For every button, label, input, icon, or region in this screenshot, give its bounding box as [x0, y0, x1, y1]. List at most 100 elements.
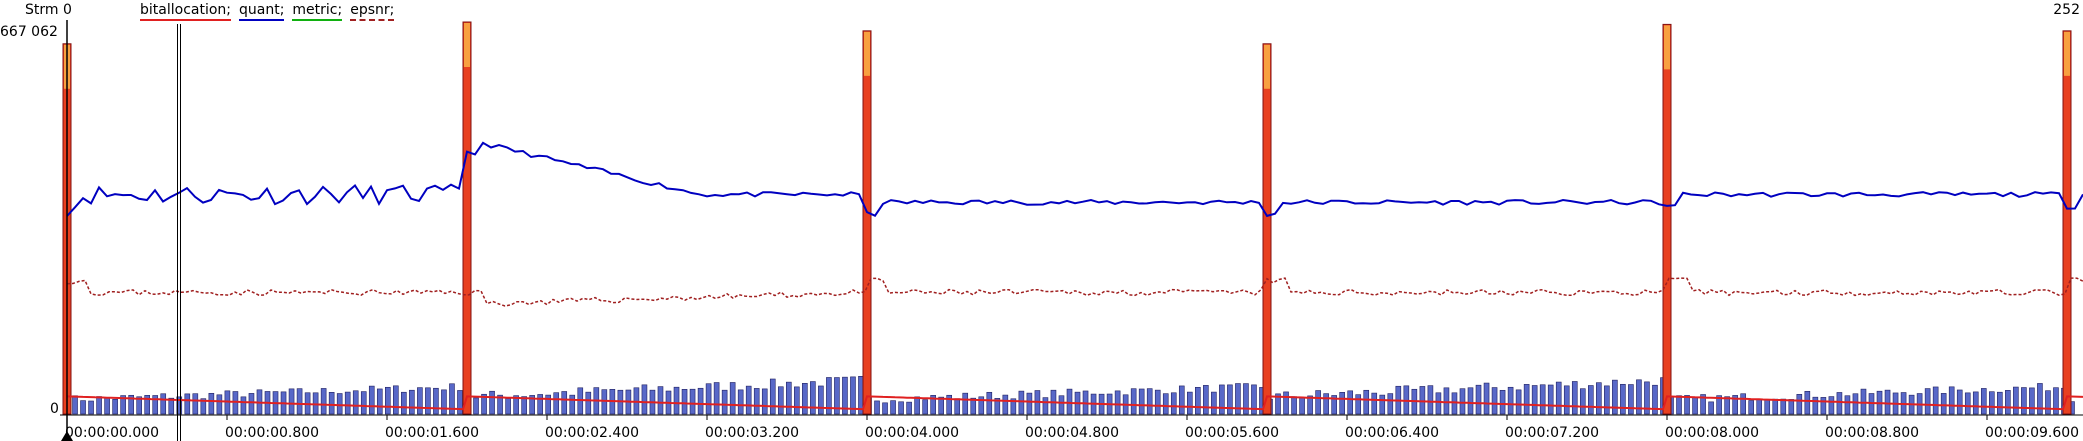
frame-bar [689, 388, 696, 415]
frame-bar [144, 395, 150, 415]
frame-bar [978, 396, 985, 415]
frame-bar [553, 392, 560, 415]
frame-bar [962, 392, 969, 415]
playhead-arrow-icon [61, 431, 73, 441]
frame-bar [1692, 396, 1698, 415]
frame-bar [2053, 387, 2059, 415]
frame-bar [104, 397, 110, 415]
frame-bar [1130, 388, 1137, 415]
frame-bar [1243, 383, 1249, 415]
frame-bar [88, 400, 94, 415]
frame-bar [1620, 383, 1626, 415]
frame-bar [1523, 384, 1530, 415]
y-max-label: 667 062 [0, 24, 58, 40]
frame-bar [1459, 388, 1466, 415]
frame-bar [1066, 388, 1073, 415]
keyframe-bar [862, 30, 872, 415]
frame-bar [384, 386, 391, 415]
x-tick-label: 00:00:04.800 [1025, 425, 1119, 441]
frame-bar [1644, 381, 1650, 415]
legend-swatch [292, 19, 343, 21]
frame-bar [481, 393, 487, 415]
frame-bar [401, 391, 407, 415]
frame-bar [737, 389, 744, 415]
frame-bar [288, 388, 295, 415]
frame-bar [1515, 389, 1522, 415]
frame-bar [1684, 395, 1690, 415]
frame-bar [1219, 384, 1225, 415]
keyframe-bar-top [864, 31, 870, 76]
frame-bar [1058, 395, 1065, 415]
legend-swatch [140, 19, 231, 21]
frame-bar [216, 394, 223, 415]
frame-bar [1788, 399, 1795, 415]
frame-bar [136, 396, 142, 415]
legend-swatch [239, 19, 285, 21]
frame-bar [1275, 393, 1281, 415]
legend-item-quant[interactable]: quant; [239, 2, 285, 21]
frame-bar [1980, 388, 1987, 415]
frame-bar [1740, 393, 1746, 415]
frame-bar [248, 393, 255, 415]
x-tick-label: 00:00:08.000 [1665, 425, 1759, 441]
frame-bar [2013, 386, 2019, 415]
frame-bar [1435, 392, 1442, 415]
frame-bar [826, 377, 832, 415]
frame-bar [1138, 388, 1145, 415]
legend-item-metric[interactable]: metric; [292, 2, 343, 21]
frame-bar [1002, 394, 1009, 415]
frame-bar [1948, 386, 1955, 415]
frame-bar [721, 389, 728, 415]
frame-bar [1724, 396, 1730, 415]
frame-bar [1387, 393, 1394, 415]
frame-bar [1146, 388, 1153, 415]
frame-bar [1636, 379, 1642, 415]
frame-bar [1363, 389, 1370, 415]
frame-bar [1972, 391, 1979, 415]
frame-bar [1154, 389, 1161, 415]
legend-item-bitallocation[interactable]: bitallocation; [140, 2, 231, 21]
frame-bar [1339, 392, 1345, 415]
frame-bar [850, 376, 856, 415]
quant-series-line [66, 141, 2083, 218]
frame-bar [160, 393, 167, 415]
frame-bar [1443, 387, 1450, 415]
frame-bar [657, 386, 664, 415]
frame-bar [673, 386, 680, 415]
frame-bar [505, 398, 511, 415]
frame-bar [521, 396, 527, 415]
frame-bar [1203, 385, 1209, 415]
frame-bar [697, 387, 704, 415]
frame-bar [320, 388, 327, 415]
frame-bar [1828, 396, 1835, 415]
frame-bar [882, 402, 888, 415]
legend-item-epsnr[interactable]: epsnr; [350, 2, 395, 21]
frame-bar [729, 382, 736, 415]
frame-bar [417, 387, 423, 415]
frame-bar [200, 398, 207, 415]
frame-bar [569, 394, 576, 415]
x-tick-label: 00:00:04.000 [865, 425, 959, 441]
frame-bar [938, 396, 944, 415]
frame-bar [785, 381, 792, 415]
frame-bar [1956, 389, 1963, 415]
frame-bar [1812, 396, 1819, 415]
x-tick-label: 00:00:07.200 [1505, 425, 1599, 441]
frame-bar [1211, 391, 1217, 415]
frame-bar [802, 382, 808, 415]
frame-bar [1539, 384, 1546, 415]
keyframe-bar [462, 21, 472, 415]
frame-bar [1932, 386, 1939, 415]
frame-bar [641, 384, 648, 415]
frame-bar [914, 396, 920, 415]
frame-bar [1820, 397, 1827, 415]
frame-bar [1997, 391, 2003, 415]
frame-bar [1331, 395, 1337, 415]
frame-bar [1612, 379, 1618, 415]
frame-bar [1379, 394, 1386, 415]
frame-bar [906, 401, 912, 415]
frame-bar [1114, 390, 1121, 415]
legend-label: quant; [239, 2, 285, 18]
